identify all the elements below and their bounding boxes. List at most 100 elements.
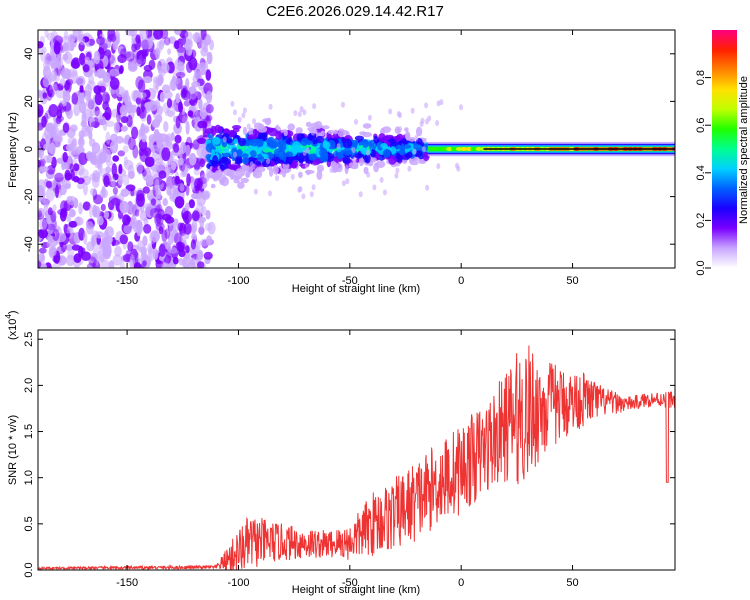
spectrogram-point: [241, 153, 249, 159]
spectrogram-point: [62, 122, 70, 133]
spectrogram-point: [257, 132, 268, 139]
spectrogram-point: [423, 137, 427, 144]
spectrogram-point: [436, 100, 441, 107]
spectrogram-point: [53, 35, 63, 46]
spectrogram-point: [413, 144, 423, 150]
spectrogram-point: [129, 254, 135, 268]
spectrogram-point: [149, 208, 160, 218]
spectrogram-point: [77, 182, 84, 190]
spectrogram-point: [82, 201, 91, 211]
spectrogram-point: [69, 38, 75, 52]
spectrogram-point: [158, 133, 168, 143]
spectrogram-point: [43, 203, 49, 217]
spectrogram-point: [164, 228, 171, 240]
spectrogram-point: [146, 114, 152, 125]
spectrogram-point: [209, 39, 215, 51]
spectrogram-point: [104, 210, 109, 220]
spectrogram-point: [66, 195, 77, 206]
spectrogram-point: [104, 106, 112, 121]
spectrogram-point: [291, 160, 298, 169]
spectrogram-point: [267, 143, 278, 149]
spectrogram-point: [71, 148, 76, 157]
spectrogram-point: [212, 136, 221, 145]
spectrogram-point: [115, 136, 124, 144]
spectrogram-marks: [38, 30, 675, 268]
spectrogram-point: [91, 238, 96, 248]
spectrogram-point: [319, 131, 325, 137]
spectrogram-point: [144, 156, 155, 168]
spectrogram-ytick-label: -40: [23, 236, 35, 252]
spectrogram-point: [119, 234, 129, 245]
spectrogram-point: [198, 226, 205, 235]
spectrogram-point: [191, 233, 198, 241]
spectrogram-point: [435, 120, 440, 126]
spectrogram-point: [149, 231, 157, 245]
spectrogram-ytick-label: 20: [23, 95, 35, 107]
snr-ytick-label: 2.5: [23, 332, 35, 347]
spectrogram-point: [295, 127, 303, 135]
spectrogram-point: [268, 103, 273, 110]
spectrogram-point: [96, 68, 106, 79]
spectrogram-point: [141, 133, 147, 143]
spectrogram-point: [52, 204, 57, 212]
spectrogram-point: [81, 247, 86, 255]
spectrogram-point: [249, 150, 257, 158]
spectrogram-point: [38, 104, 44, 118]
spectrogram-point: [96, 36, 105, 45]
spectrogram-point: [382, 148, 391, 158]
spectrogram-point: [143, 224, 152, 234]
spectrogram-point: [163, 90, 173, 100]
spectrogram-point: [69, 124, 78, 132]
spectrogram-point: [96, 215, 104, 226]
spectrogram-point: [362, 139, 369, 148]
spectrogram-point: [63, 30, 69, 40]
spectrogram-point: [221, 140, 228, 148]
spectrogram-point: [84, 56, 90, 63]
spectrogram-point: [378, 133, 386, 142]
spectrogram-point: [155, 114, 163, 123]
spectrogram-point: [247, 134, 258, 140]
spectrogram-point: [214, 170, 223, 178]
spectrogram-point: [136, 161, 143, 175]
spectrogram-point: [332, 165, 339, 173]
spectrogram-point: [96, 153, 103, 165]
spectrogram-point: [305, 147, 310, 154]
spectrogram-point: [136, 91, 147, 99]
spectrogram-point: [111, 108, 119, 118]
colorbar: 0.0 0.2 0.4 0.6 0.8 Normalized spectral ampl…: [695, 30, 750, 276]
spectrogram-point: [407, 165, 412, 172]
spectrogram-point: [180, 141, 187, 154]
spectrogram-point: [38, 122, 44, 131]
spectrogram-point: [143, 147, 152, 157]
spectrogram-point: [197, 261, 205, 268]
spectrogram-point: [232, 125, 242, 130]
spectrogram-point: [408, 137, 416, 142]
snr-multiplier-base: (x10: [7, 319, 19, 340]
spectrogram-point: [38, 159, 42, 168]
spectrogram-point: [354, 135, 364, 141]
spectrogram-point: [186, 173, 191, 187]
spectrogram-point: [180, 89, 191, 101]
spectrogram-point: [86, 262, 97, 268]
spectrogram-point: [285, 151, 294, 158]
spectrogram-point: [254, 168, 259, 175]
spectrogram-point: [249, 139, 260, 147]
spectrogram-point: [150, 198, 157, 206]
spectrogram-point: [424, 102, 429, 109]
spectrogram-point: [299, 106, 304, 113]
spectrogram-point: [322, 141, 331, 149]
spectrogram-point: [125, 250, 131, 262]
spectrogram-point: [43, 112, 49, 124]
snr-ticks: -150 -100 -50 0 50 0.0 0.5 1.0 1.5 2.0 2.5: [23, 330, 675, 589]
spectrogram-point: [165, 136, 171, 144]
spectrogram-point: [49, 89, 55, 98]
spectrogram-point: [304, 162, 309, 169]
spectrogram-point: [142, 186, 150, 194]
spectrogram-point: [78, 100, 87, 114]
spectrogram-point: [62, 91, 71, 103]
spectrogram-point: [137, 79, 146, 93]
spectrogram-point: [45, 180, 53, 189]
spectrogram-point: [185, 202, 190, 212]
spectrogram-point: [118, 67, 124, 75]
